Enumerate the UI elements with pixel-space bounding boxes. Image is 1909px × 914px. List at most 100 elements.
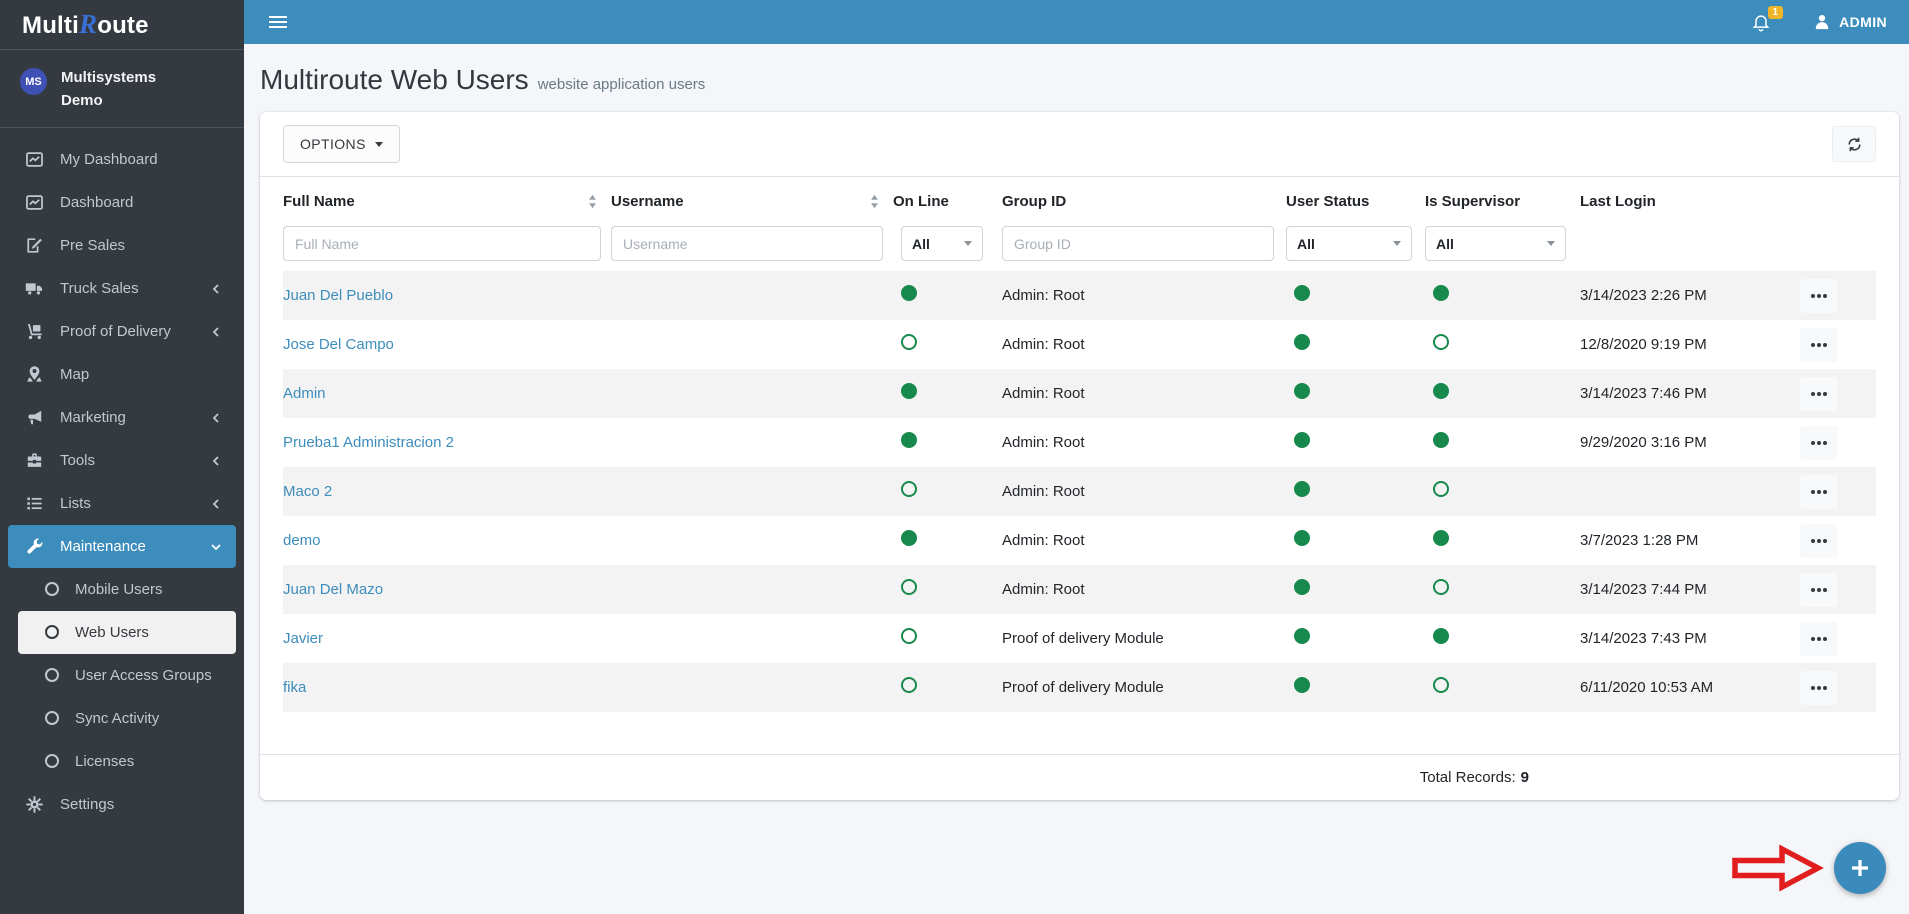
sidebar-item-dashboard[interactable]: Dashboard <box>8 181 236 224</box>
sidebar-item-licenses[interactable]: Licenses <box>18 740 236 783</box>
options-button-label: OPTIONS <box>300 136 366 152</box>
page-subtitle: website application users <box>537 76 706 93</box>
brand-text: MultiRoute <box>22 9 149 39</box>
sidebar-item-tools[interactable]: Tools <box>8 439 236 482</box>
ellipsis-icon <box>1817 489 1821 494</box>
sidebar-item-map[interactable]: Map <box>8 353 236 396</box>
group-id-cell: Admin: Root <box>1002 434 1085 451</box>
refresh-button[interactable] <box>1832 126 1876 162</box>
is-supervisor-filter-select[interactable]: All <box>1425 226 1566 261</box>
user-name-link[interactable]: Admin <box>283 384 326 402</box>
sort-icon <box>588 194 597 209</box>
table-row: fika Proof of delivery Module 6/11/2020 … <box>283 663 1876 712</box>
on-line-filter-select[interactable]: All <box>901 226 983 261</box>
user-name-link[interactable]: Juan Del Mazo <box>283 580 384 598</box>
row-actions-button[interactable] <box>1800 278 1838 313</box>
user-name-link[interactable]: Prueba1 Administracion 2 <box>283 433 454 451</box>
last-login-cell: 3/14/2023 7:43 PM <box>1580 630 1707 647</box>
user-name-link[interactable]: Jose Del Campo <box>283 335 394 353</box>
row-actions-button[interactable] <box>1800 523 1838 558</box>
table-row: Admin Admin: Root 3/14/2023 7:46 PM <box>283 369 1876 418</box>
map-pin-icon <box>25 365 44 384</box>
user-status-dot <box>1294 481 1310 497</box>
sidebar-item-label: User Access Groups <box>75 666 212 684</box>
online-status-dot <box>901 334 917 350</box>
hamburger-menu-icon[interactable] <box>269 21 287 23</box>
row-actions-button[interactable] <box>1800 425 1838 460</box>
row-actions-button[interactable] <box>1800 327 1838 362</box>
brand-logo[interactable]: MultiRoute <box>0 0 244 50</box>
refresh-icon <box>1846 136 1863 153</box>
last-login-cell: 3/14/2023 2:26 PM <box>1580 287 1707 304</box>
online-status-dot <box>901 285 917 301</box>
row-actions-button[interactable] <box>1800 474 1838 509</box>
user-status-dot <box>1294 530 1310 546</box>
username-filter-input[interactable] <box>611 226 883 261</box>
ellipsis-icon <box>1817 391 1821 396</box>
caret-down-icon <box>1547 241 1555 246</box>
sidebar-item-maintenance[interactable]: Maintenance <box>8 524 236 568</box>
total-records-value: 9 <box>1520 769 1529 786</box>
notifications-button[interactable]: 1 <box>1751 6 1784 32</box>
sidebar-item-settings[interactable]: Settings <box>8 783 236 826</box>
sidebar-item-truck-sales[interactable]: Truck Sales <box>8 267 236 310</box>
full-name-filter-input[interactable] <box>283 226 601 261</box>
ellipsis-icon <box>1817 293 1821 298</box>
options-button[interactable]: OPTIONS <box>283 125 400 163</box>
column-header-on-line: On Line <box>893 193 949 210</box>
last-login-cell: 3/7/2023 1:28 PM <box>1580 532 1699 549</box>
wrench-icon <box>25 537 44 556</box>
group-id-cell: Admin: Root <box>1002 532 1085 549</box>
user-status-filter-select[interactable]: All <box>1286 226 1412 261</box>
table-row: Juan Del Mazo Admin: Root 3/14/2023 7:44… <box>283 565 1876 614</box>
avatar: MS <box>20 68 47 95</box>
sidebar-item-proof-of-delivery[interactable]: Proof of Delivery <box>8 310 236 353</box>
online-status-dot <box>901 530 917 546</box>
sidebar-item-label: My Dashboard <box>60 150 158 168</box>
sidebar-item-marketing[interactable]: Marketing <box>8 396 236 439</box>
user-menu-button[interactable]: ADMIN <box>1813 13 1887 31</box>
column-header-is-supervisor: Is Supervisor <box>1425 193 1521 210</box>
is-supervisor-dot <box>1433 285 1449 301</box>
row-actions-button[interactable] <box>1800 670 1838 705</box>
user-panel[interactable]: MS Multisystems Demo <box>0 50 244 128</box>
sidebar-item-my-dashboard[interactable]: My Dashboard <box>8 138 236 181</box>
table-footer: Total Records: 9 <box>260 754 1899 800</box>
user-name-link[interactable]: Javier <box>283 629 324 647</box>
account-name: Multisystems Demo <box>61 69 157 110</box>
table-row: Maco 2 Admin: Root <box>283 467 1876 516</box>
chart-line-icon <box>25 193 44 212</box>
group-id-filter-input[interactable] <box>1002 226 1274 261</box>
column-header-full-name[interactable]: Full Name <box>283 193 611 210</box>
last-login-cell: 3/14/2023 7:46 PM <box>1580 385 1707 402</box>
is-supervisor-dot <box>1433 628 1449 644</box>
sidebar-item-mobile-users[interactable]: Mobile Users <box>18 568 236 611</box>
sidebar-item-label: Sync Activity <box>75 709 160 727</box>
sidebar-item-lists[interactable]: Lists <box>8 482 236 525</box>
caret-down-icon <box>1393 241 1401 246</box>
user-name-link[interactable]: Maco 2 <box>283 482 333 500</box>
sidebar-item-web-users[interactable]: Web Users <box>18 610 236 654</box>
online-status-dot <box>901 628 917 644</box>
table-body: Juan Del Pueblo Admin: Root 3/14/2023 2:… <box>283 271 1876 712</box>
row-actions-button[interactable] <box>1800 376 1838 411</box>
sidebar-item-label: Mobile Users <box>75 580 163 598</box>
row-actions-button[interactable] <box>1800 621 1838 656</box>
sidebar-item-label: Settings <box>60 795 115 813</box>
column-header-username[interactable]: Username <box>611 193 893 210</box>
sidebar-item-user-access-groups[interactable]: User Access Groups <box>18 654 236 697</box>
user-name-link[interactable]: fika <box>283 678 307 696</box>
sidebar-item-sync-activity[interactable]: Sync Activity <box>18 697 236 740</box>
row-actions-button[interactable] <box>1800 572 1838 607</box>
column-header-group-id: Group ID <box>1002 193 1067 210</box>
pen-document-icon <box>25 236 44 255</box>
circle-icon <box>45 625 59 639</box>
sidebar-item-label: Licenses <box>75 752 135 770</box>
user-name-link[interactable]: Juan Del Pueblo <box>283 286 394 304</box>
total-records-label: Total Records: <box>1419 769 1516 786</box>
chevron-left-icon <box>210 326 222 338</box>
sidebar-item-pre-sales[interactable]: Pre Sales <box>8 224 236 267</box>
user-name-link[interactable]: demo <box>283 531 321 549</box>
add-user-button[interactable] <box>1834 842 1886 894</box>
table-row: demo Admin: Root 3/7/2023 1:28 PM <box>283 516 1876 565</box>
